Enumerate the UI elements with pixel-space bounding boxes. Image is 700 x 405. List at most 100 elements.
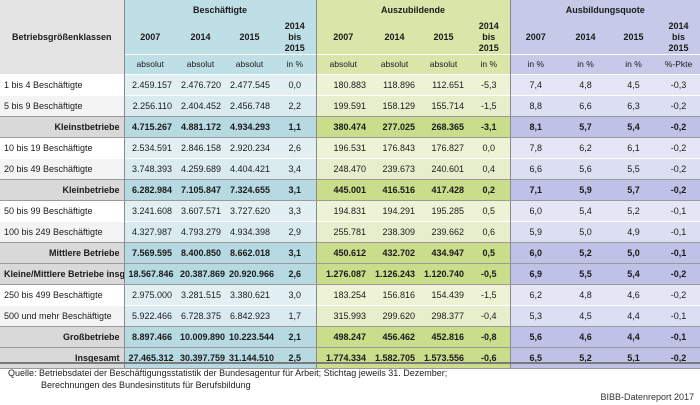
table-cell: 3.380.621 xyxy=(225,284,274,306)
table-cell: 4,6 xyxy=(561,326,611,348)
table-cell: 6,6 xyxy=(561,95,611,117)
table-cell: 5,9 xyxy=(561,179,611,201)
group-header-auszubildende: Auszubildende xyxy=(315,0,511,20)
table-cell: 5,0 xyxy=(610,242,658,264)
table-cell: 1.120.740 xyxy=(419,263,469,285)
unit-header: %-Pkte xyxy=(657,54,700,75)
table-cell: 6.728.375 xyxy=(176,305,225,327)
table-cell: 2,9 xyxy=(274,221,317,243)
row-label: Mittlere Betriebe xyxy=(0,242,124,264)
row-label: Kleinstbetriebe xyxy=(0,116,124,138)
table-cell: 194.831 xyxy=(315,200,371,222)
unit-header: in % xyxy=(274,54,317,75)
table-row: 50 bis 99 Beschäftigte 3.241.608 3.607.571… xyxy=(0,200,700,222)
source-note: Quelle: Betriebsdatei der Beschäftigungs… xyxy=(8,368,447,391)
table-row: 250 bis 499 Beschäftigte 2.975.000 3.281.5… xyxy=(0,284,700,306)
table-cell: 20.387.869 xyxy=(176,263,225,285)
unit-header: absolut xyxy=(370,54,420,75)
table-cell: -0,1 xyxy=(657,242,700,264)
table-cell: 445.001 xyxy=(315,179,371,201)
table-cell: -0,2 xyxy=(657,284,700,306)
table-cell: 5,4 xyxy=(561,200,611,222)
data-table: Betriebsgrößenklassen Beschäftigte Auszubi… xyxy=(0,0,700,369)
table-cell: 8.662.018 xyxy=(225,242,274,264)
row-label: 250 bis 499 Beschäftigte xyxy=(0,284,124,306)
table-cell: 4.934.398 xyxy=(225,221,274,243)
table-row: 20 bis 49 Beschäftigte 3.748.393 4.259.689… xyxy=(0,158,700,180)
table-cell: 7.569.595 xyxy=(123,242,176,264)
table-cell: 0,0 xyxy=(274,74,317,96)
table-cell: 118.896 xyxy=(370,74,420,96)
row-label: Großbetriebe xyxy=(0,326,124,348)
table-cell: 5,4 xyxy=(610,116,658,138)
table-cell: 10.009.890 xyxy=(176,326,225,348)
table-cell: 6,2 xyxy=(509,284,562,306)
table-cell: 10.223.544 xyxy=(225,326,274,348)
table-cell: 4,8 xyxy=(561,74,611,96)
table-cell: 450.612 xyxy=(315,242,371,264)
table-cell: 3.607.571 xyxy=(176,200,225,222)
year-header: 2007 xyxy=(509,20,562,55)
table-cell: -0,2 xyxy=(657,95,700,117)
table-cell: 2.256.110 xyxy=(123,95,176,117)
unit-header: absolut xyxy=(225,54,274,75)
table-cell: 2.534.591 xyxy=(123,137,176,159)
table-cell: 5,4 xyxy=(610,263,658,285)
row-label: Kleine/Mittlere Betriebe insg. xyxy=(0,263,124,285)
row-label: 1 bis 4 Beschäftigte xyxy=(0,74,124,96)
table-cell: 3.727.620 xyxy=(225,200,274,222)
table-cell: 18.567.846 xyxy=(123,263,176,285)
table-cell: -0,5 xyxy=(468,263,511,285)
table-cell: 2,1 xyxy=(274,326,317,348)
table-cell: 5,9 xyxy=(509,221,562,243)
table-cell: 156.816 xyxy=(370,284,420,306)
year-header: 2014 xyxy=(176,20,225,55)
table-cell: -5,3 xyxy=(468,74,511,96)
table-cell: 183.254 xyxy=(315,284,371,306)
table-cell: 434.947 xyxy=(419,242,469,264)
table-cell: 4.327.987 xyxy=(123,221,176,243)
table-cell: 2.975.000 xyxy=(123,284,176,306)
table-cell: 3,4 xyxy=(274,158,317,180)
table-cell: 4,5 xyxy=(610,74,658,96)
table-cell: 2,6 xyxy=(274,137,317,159)
unit-header: absolut xyxy=(123,54,176,75)
year-header: 2014 xyxy=(561,20,611,55)
table-cell: 2.477.545 xyxy=(225,74,274,96)
table-cell: 268.365 xyxy=(419,116,469,138)
table-cell: 380.474 xyxy=(315,116,371,138)
table-cell: 199.591 xyxy=(315,95,371,117)
table-cell: 158.129 xyxy=(370,95,420,117)
table-cell: 3,1 xyxy=(274,242,317,264)
unit-header: absolut xyxy=(176,54,225,75)
table-cell: 154.439 xyxy=(419,284,469,306)
table-cell: 2.476.720 xyxy=(176,74,225,96)
year-header: 2007 xyxy=(315,20,371,55)
table-cell: 176.843 xyxy=(370,137,420,159)
table-cell: 315.993 xyxy=(315,305,371,327)
table-cell: 4,5 xyxy=(561,305,611,327)
table-cell: 8.897.466 xyxy=(123,326,176,348)
table-cell: -3,1 xyxy=(468,116,511,138)
table-cell: -0,4 xyxy=(468,305,511,327)
table-cell: 298.377 xyxy=(419,305,469,327)
table-cell: 0,5 xyxy=(468,242,511,264)
table-cell: 0,4 xyxy=(468,158,511,180)
table-cell: 196.531 xyxy=(315,137,371,159)
unit-header: absolut xyxy=(315,54,371,75)
table-cell: 6,2 xyxy=(561,137,611,159)
table-cell: 4.881.172 xyxy=(176,116,225,138)
table-cell: 1,7 xyxy=(274,305,317,327)
table-cell: 6,9 xyxy=(509,263,562,285)
table-cell: 238.309 xyxy=(370,221,420,243)
table-row-subtotal: Kleinstbetriebe 4.715.267 4.881.172 4.934.2… xyxy=(0,116,700,138)
table-cell: 6,3 xyxy=(610,95,658,117)
table-cell: 1,1 xyxy=(274,116,317,138)
table-cell: 6,1 xyxy=(610,137,658,159)
table-cell: 2.846.158 xyxy=(176,137,225,159)
year-header: 2014 bis 2015 xyxy=(468,20,511,55)
table-cell: 432.702 xyxy=(370,242,420,264)
row-label: 20 bis 49 Beschäftigte xyxy=(0,158,124,180)
table-cell: 417.428 xyxy=(419,179,469,201)
table-cell: 277.025 xyxy=(370,116,420,138)
